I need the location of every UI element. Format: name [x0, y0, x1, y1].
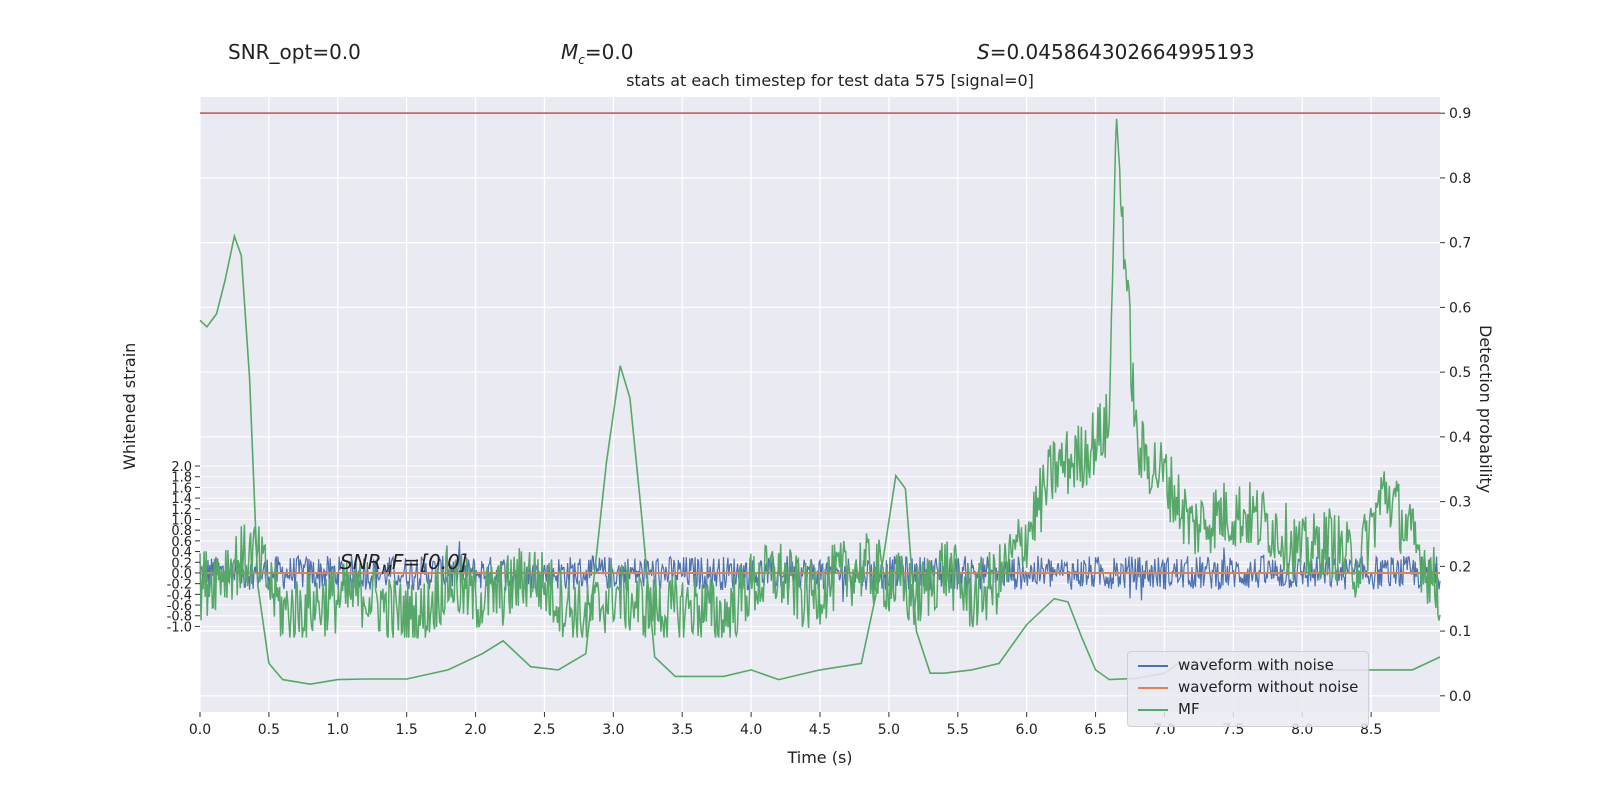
s-header: S=0.045864302664995193: [977, 40, 1255, 64]
snr-mf-prefix: SNR: [340, 550, 382, 574]
y-left-tick-label-0: -1.0: [167, 620, 192, 635]
series-waveform-with-noise: [199, 541, 1441, 603]
y-left-tick-label-10: 1.0: [171, 513, 192, 528]
snr-mf-annotation: SNRMF=[0.0]: [340, 550, 468, 577]
s-value: =0.045864302664995193: [989, 40, 1255, 64]
x-tick-label-9: 4.5: [809, 722, 831, 738]
mc-header: Mc=0.0: [561, 40, 633, 67]
y-right-tick-label-2: 0.2: [1449, 559, 1471, 575]
x-tick-label-1: 0.5: [258, 722, 280, 738]
y-left-tick-label-1: -0.8: [167, 610, 192, 625]
x-tick-label-10: 5.0: [878, 722, 900, 738]
y-right-tick-label-9: 0.9: [1449, 106, 1471, 122]
x-tick-label-5: 2.5: [533, 722, 555, 738]
y-left-tick-label-9: 0.8: [171, 524, 192, 539]
legend-label-clean: waveform without noise: [1178, 678, 1359, 696]
y-axis-right-label: Detection probability: [1476, 325, 1495, 494]
y-axis-left-label: Whitened strain: [120, 342, 139, 470]
x-tick-label-2: 1.0: [327, 722, 349, 738]
legend-label-noise: waveform with noise: [1178, 656, 1334, 674]
y-right-tick-label-1: 0.1: [1449, 624, 1471, 640]
snr-mf-suffix: F=[0.0]: [391, 550, 468, 574]
y-right-tick-label-8: 0.8: [1449, 171, 1471, 187]
x-tick-label-13: 6.5: [1084, 722, 1106, 738]
mc-symbol: M: [561, 40, 579, 64]
y-left-tick-label-11: 1.2: [171, 503, 192, 518]
mc-subscript: c: [578, 53, 585, 67]
x-tick-label-3: 1.5: [396, 722, 418, 738]
y-right-tick-label-5: 0.5: [1449, 365, 1471, 381]
legend: waveform with noise waveform without noi…: [1127, 651, 1369, 727]
legend-item-mf: MF: [1138, 700, 1200, 722]
y-right-tick-label-6: 0.6: [1449, 300, 1471, 316]
x-axis-label: Time (s): [787, 748, 853, 767]
x-tick-label-6: 3.0: [602, 722, 624, 738]
y-left-tick-label-4: -0.2: [167, 578, 192, 593]
series-mf-noisy: [199, 118, 1441, 639]
x-tick-label-0: 0.0: [189, 722, 211, 738]
legend-item-clean: waveform without noise: [1138, 678, 1358, 700]
y-left-tick-label-14: 1.8: [171, 471, 192, 486]
x-tick-label-8: 4.0: [740, 722, 762, 738]
s-symbol: S: [977, 40, 990, 64]
y-left-tick-label-12: 1.4: [171, 492, 192, 507]
y-left-tick-label-15: 2.0: [171, 460, 192, 475]
y-left-tick-label-13: 1.6: [171, 481, 192, 496]
y-left-tick-label-5: 0.0: [171, 567, 192, 582]
x-tick-label-11: 5.5: [947, 722, 969, 738]
y-right-tick-label-3: 0.3: [1449, 495, 1471, 511]
y-left-tick-label-3: -0.4: [167, 588, 192, 603]
x-tick-label-12: 6.0: [1016, 722, 1038, 738]
y-left-tick-label-8: 0.6: [171, 535, 192, 550]
x-tick-label-7: 3.5: [671, 722, 693, 738]
snr-mf-sub: M: [381, 563, 392, 577]
y-left-tick-label-2: -0.6: [167, 599, 192, 614]
snr-opt-header: SNR_opt=0.0: [228, 40, 361, 64]
legend-item-noise: waveform with noise: [1138, 656, 1334, 678]
mc-value: =0.0: [584, 40, 634, 64]
y-right-tick-label-4: 0.4: [1449, 430, 1471, 446]
x-tick-label-4: 2.0: [464, 722, 486, 738]
legend-label-mf: MF: [1178, 700, 1200, 718]
y-right-tick-label-0: 0.0: [1449, 689, 1471, 705]
y-left-tick-label-7: 0.4: [171, 546, 192, 561]
y-right-tick-label-7: 0.7: [1449, 236, 1471, 252]
chart-title: stats at each timestep for test data 575…: [626, 71, 1034, 90]
y-left-tick-label-6: 0.2: [171, 556, 192, 571]
